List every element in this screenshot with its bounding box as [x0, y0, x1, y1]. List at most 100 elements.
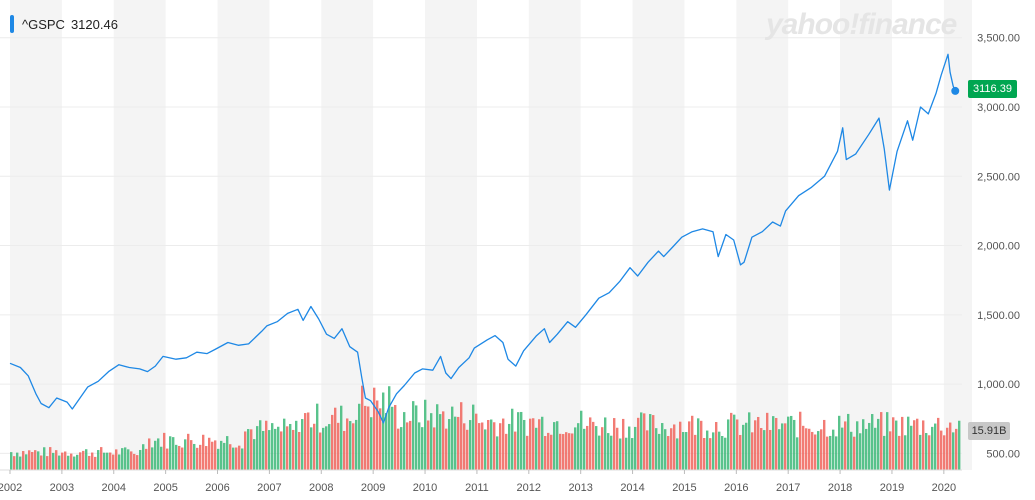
volume-bar	[601, 427, 604, 470]
volume-bar	[43, 447, 46, 470]
x-tick-label: 2015	[672, 482, 696, 494]
volume-bar	[520, 411, 523, 470]
volume-bar	[148, 438, 151, 470]
volume-bar	[466, 429, 469, 470]
volume-bar	[73, 456, 76, 470]
volume-bar	[505, 433, 508, 470]
volume-bar	[883, 435, 886, 470]
yahoo-finance-logo: yahoo!finance	[766, 8, 957, 41]
volume-bar	[850, 431, 853, 470]
volume-bar	[706, 430, 709, 470]
volume-bar	[796, 437, 799, 470]
volume-bar	[472, 404, 475, 470]
volume-bar	[235, 447, 238, 470]
volume-bar	[610, 435, 613, 470]
y-tick-label: 1,000.00	[977, 379, 1020, 391]
volume-bar	[745, 422, 748, 470]
volume-bar	[574, 427, 577, 470]
x-tick-label: 2003	[50, 482, 74, 494]
volume-bar	[958, 420, 961, 470]
volume-bar	[49, 447, 52, 470]
volume-bar	[46, 456, 49, 470]
volume-bar	[655, 428, 658, 470]
x-tick-label: 2005	[153, 482, 177, 494]
volume-bar	[37, 451, 40, 470]
volume-bar	[388, 386, 391, 470]
volume-bar	[547, 432, 550, 470]
volume-bar	[673, 424, 676, 470]
volume-bar	[133, 453, 136, 470]
volume-bar	[517, 412, 520, 470]
volume-bar	[127, 449, 130, 470]
volume-bar	[769, 429, 772, 470]
volume-bar	[526, 435, 529, 470]
volume-bar	[58, 455, 61, 470]
volume-bar	[631, 438, 634, 470]
volume-bar	[583, 428, 586, 470]
volume-bar	[880, 412, 883, 470]
volume-bar	[607, 433, 610, 470]
volume-bar	[202, 434, 205, 470]
volume-bar	[40, 455, 43, 470]
volume-bar	[28, 450, 31, 470]
volume-bar	[298, 431, 301, 470]
legend[interactable]: ^GSPC 3120.46	[10, 15, 118, 33]
volume-bar	[793, 419, 796, 470]
y-tick-label: 1,500.00	[977, 310, 1020, 322]
year-band	[321, 0, 374, 470]
volume-bar	[70, 453, 73, 470]
volume-bar	[778, 429, 781, 470]
year-band	[113, 0, 166, 470]
volume-bar	[382, 392, 385, 470]
volume-bar	[169, 436, 172, 470]
volume-bar	[895, 420, 898, 470]
volume-bar	[556, 421, 559, 470]
volume-bar	[604, 417, 607, 470]
volume-bar	[628, 426, 631, 470]
volume-bar	[805, 428, 808, 470]
volume-bar	[337, 422, 340, 470]
volume-bar	[166, 448, 169, 470]
volume-bar	[259, 420, 262, 470]
volume-bar	[544, 436, 547, 470]
volume-bar	[589, 417, 592, 470]
volume-bar	[91, 452, 94, 470]
volume-bar	[484, 429, 487, 470]
volume-bar	[904, 435, 907, 470]
year-band	[840, 0, 892, 470]
volume-bar	[97, 450, 100, 470]
volume-bar	[511, 408, 514, 470]
volume-bar	[307, 412, 310, 470]
volume-bar	[433, 427, 436, 470]
volume-bar	[634, 426, 637, 470]
volume-bar	[925, 433, 928, 470]
volume-bar	[112, 454, 115, 470]
volume-bar	[625, 437, 628, 470]
volume-bar	[364, 405, 367, 470]
volume-bar	[274, 428, 277, 470]
volume-bar	[949, 422, 952, 470]
volume-bar	[85, 449, 88, 470]
volume-bar	[286, 426, 289, 470]
volume-bar	[412, 401, 415, 470]
volume-bar	[724, 437, 727, 470]
volume-bar	[658, 433, 661, 470]
volume-bar	[409, 420, 412, 470]
volume-bar	[319, 432, 322, 470]
volume-bar	[205, 446, 208, 470]
volume-bar	[178, 445, 181, 470]
volume-bar	[460, 402, 463, 470]
volume-bar	[157, 438, 160, 470]
volume-bar	[418, 422, 421, 470]
volume-bar	[385, 413, 388, 470]
volume-bar	[391, 406, 394, 470]
volume-bar	[751, 432, 754, 470]
volume-bar	[64, 451, 67, 470]
volume-bar	[592, 421, 595, 470]
volume-bar	[457, 416, 460, 470]
volume-bar	[820, 429, 823, 470]
y-tick-label: 2,500.00	[977, 171, 1020, 183]
x-tick-label: 2007	[257, 482, 281, 494]
volume-bar	[784, 423, 787, 470]
volume-bar	[121, 448, 124, 470]
